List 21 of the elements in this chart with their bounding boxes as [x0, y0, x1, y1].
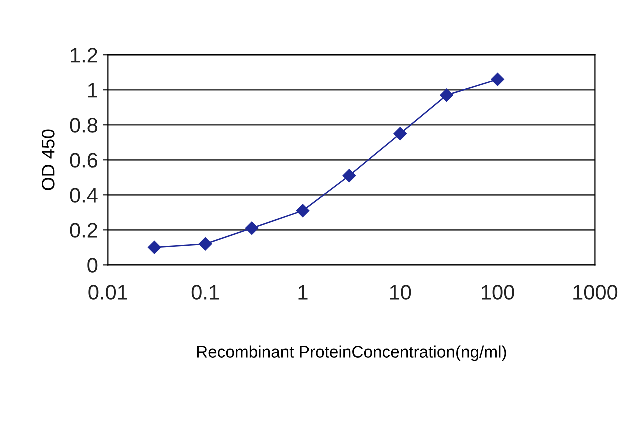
point — [148, 241, 162, 254]
point — [491, 73, 504, 86]
x-axis-title: Recombinant ProteinConcentration(ng/ml) — [197, 346, 506, 362]
x-tick-label: 1 — [298, 285, 308, 300]
x-tick-label: 100 — [482, 285, 514, 300]
x-tick-label: 10 — [390, 285, 412, 300]
x-tick-label: 1000 — [574, 285, 618, 300]
point — [342, 169, 356, 182]
x-tick-label: 0.1 — [192, 285, 220, 300]
y-tick-label: 1.2 — [71, 48, 98, 63]
y-tick-label: 0.8 — [70, 118, 98, 133]
y-tick-label: 0.6 — [70, 153, 98, 168]
point — [245, 222, 259, 235]
point — [394, 127, 407, 140]
y-tick-label: 0.2 — [70, 223, 98, 238]
y-tick-label: 0.4 — [70, 188, 98, 203]
point — [296, 204, 310, 218]
y-tick-label: 0 — [88, 258, 98, 273]
y-axis-title: OD 450 — [42, 130, 55, 190]
x-tick-label: 0.01 — [88, 285, 128, 300]
y-tick-label: 1 — [88, 83, 98, 98]
